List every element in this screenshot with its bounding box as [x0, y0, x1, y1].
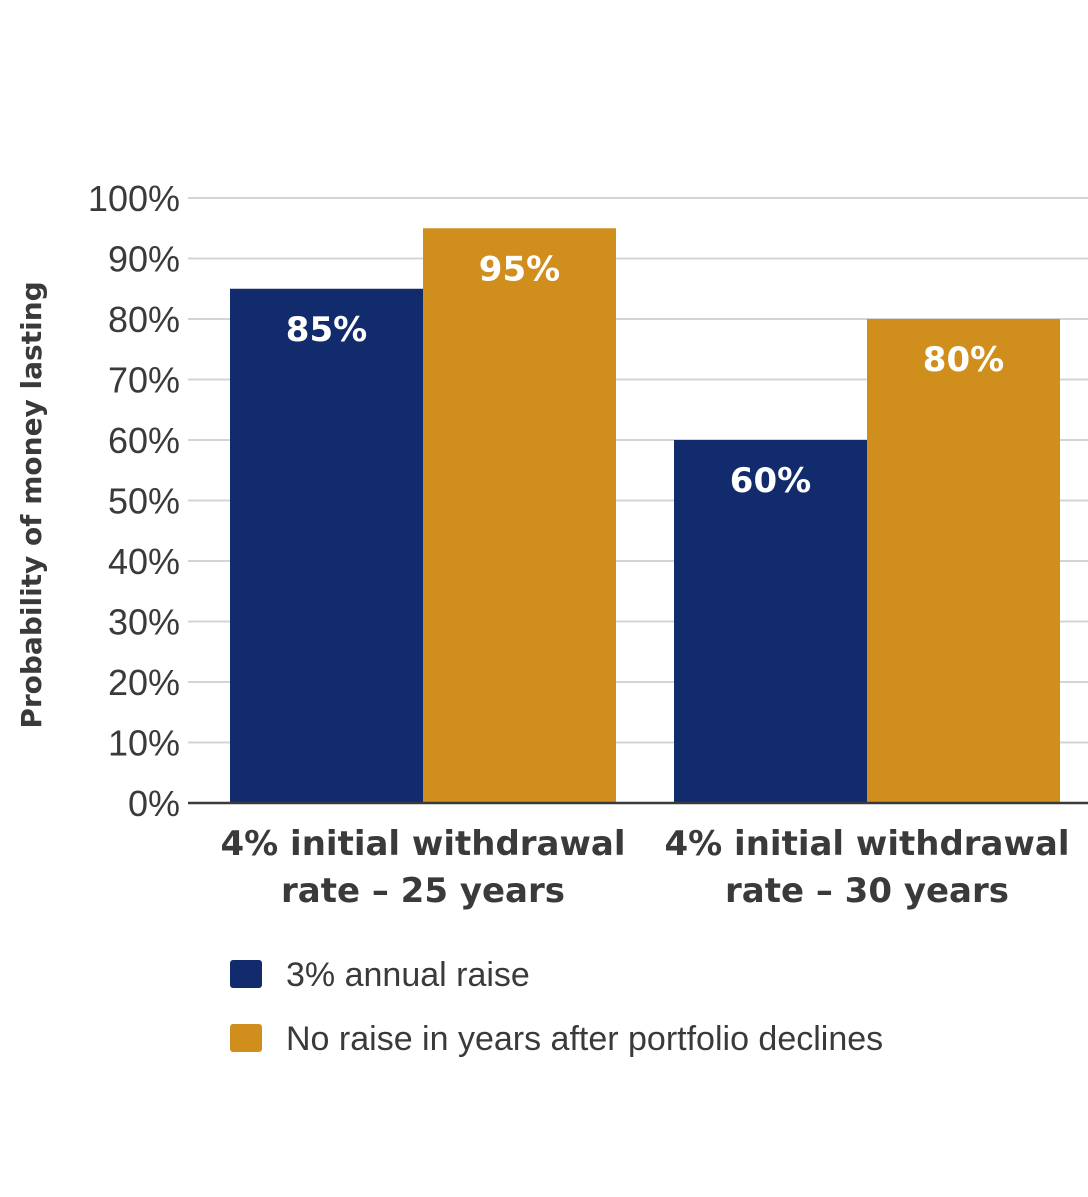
data-label: 80% [923, 340, 1004, 380]
y-tick-label: 100% [88, 178, 180, 219]
legend: 3% annual raise No raise in years after p… [230, 956, 883, 1058]
x-axis-categories: 4% initial withdrawal rate – 25 years 4% i… [221, 824, 1070, 911]
y-tick-label: 50% [108, 481, 180, 522]
legend-swatch [230, 1024, 262, 1052]
y-axis-label: Probability of money lasting [15, 281, 48, 728]
data-label: 60% [730, 461, 811, 501]
y-tick-label: 20% [108, 662, 180, 703]
category-label: 4% initial withdrawal [665, 824, 1070, 864]
y-tick-label: 40% [108, 541, 180, 582]
y-tick-label: 90% [108, 239, 180, 280]
bar-raise-1 [230, 288, 423, 803]
y-tick-label: 70% [108, 360, 180, 401]
category-label: rate – 30 years [725, 871, 1009, 911]
legend-label: No raise in years after portfolio declin… [286, 1020, 883, 1058]
y-axis-ticks: 0% 10% 20% 30% 40% 50% 60% 70% 80% 90% 100% [88, 178, 180, 824]
category-label: rate – 25 years [281, 871, 565, 911]
bar-no-raise-2 [867, 319, 1060, 803]
bars: 85% 95% 60% 80% [230, 228, 1060, 803]
bar-raise-2 [674, 440, 867, 803]
y-tick-label: 30% [108, 602, 180, 643]
data-label: 95% [479, 249, 560, 289]
category-label: 4% initial withdrawal [221, 824, 626, 864]
y-tick-label: 80% [108, 299, 180, 340]
data-label: 85% [286, 310, 367, 350]
legend-label: 3% annual raise [286, 956, 530, 994]
y-tick-label: 10% [108, 723, 180, 764]
bar-no-raise-1 [423, 228, 616, 803]
y-tick-label: 60% [108, 420, 180, 461]
y-tick-label: 0% [128, 783, 180, 824]
legend-swatch [230, 960, 262, 988]
